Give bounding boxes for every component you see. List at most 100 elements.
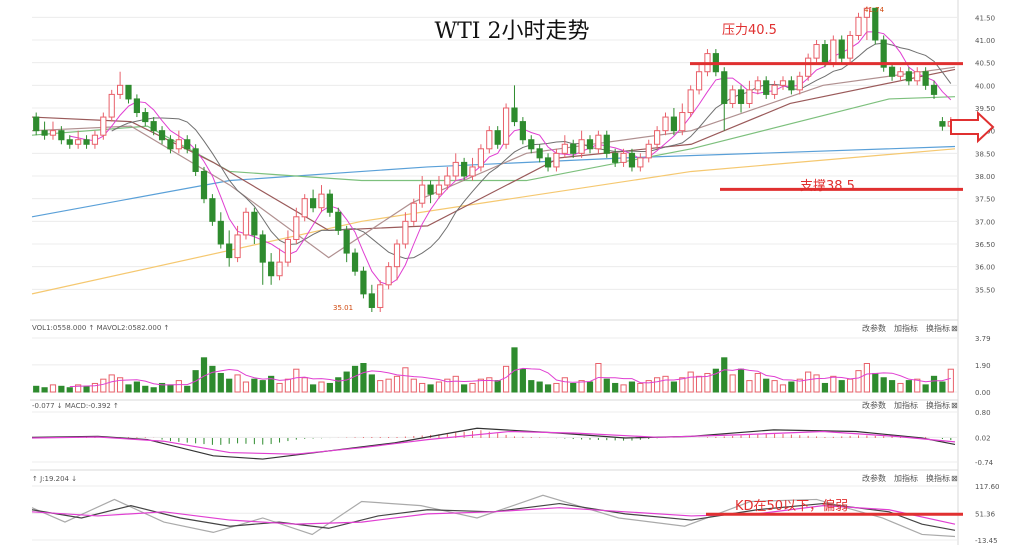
volume-bar (351, 365, 359, 393)
candle-body (888, 66, 896, 77)
volume-bar (461, 384, 468, 393)
support-label: 支撑38.5 (800, 179, 855, 194)
candle-body (922, 71, 929, 86)
switch-indicator-button[interactable]: 换指标 (926, 473, 950, 483)
candle-body (763, 80, 770, 95)
candle-body (217, 220, 224, 245)
candle-body (821, 44, 829, 64)
candle-body (654, 130, 661, 145)
volume-bar (175, 380, 182, 393)
volume-bar (645, 380, 652, 393)
volume-bar (444, 378, 451, 393)
volume-bar (746, 380, 753, 393)
macd-indicator-label: -0.077 ↓ MACD:-0.392 ↑ (32, 402, 119, 410)
candle-body (200, 170, 208, 200)
candle-body (813, 44, 820, 59)
candle-body (930, 84, 938, 95)
candle-body (150, 121, 157, 132)
volume-bar (838, 380, 845, 393)
candle-body (175, 139, 182, 150)
macd-panel: 0.80 0.02 -0.74 (31, 409, 994, 467)
volume-bar (385, 378, 392, 393)
volume-bar (897, 382, 904, 393)
volume-bar (309, 384, 317, 393)
price-tick-label: 35.50 (975, 286, 995, 294)
add-indicator-button[interactable]: 加指标 (894, 323, 918, 333)
candle-body (419, 184, 426, 204)
volume-bar (133, 381, 140, 393)
volume-ma-line (69, 367, 951, 388)
candle-body (788, 80, 795, 91)
price-tick-label: 36.50 (975, 241, 995, 249)
candle-body (91, 134, 99, 145)
candle-body (452, 161, 459, 177)
volume-bar (670, 381, 678, 393)
volume-bar (393, 375, 401, 393)
close-icon[interactable]: ⊠ (951, 474, 958, 483)
kd-note: KD在50以下，偏弱 (735, 499, 848, 514)
candle-body (620, 152, 627, 163)
volume-bar (502, 365, 510, 393)
candle-body (410, 202, 417, 222)
candle-body (805, 57, 812, 77)
panel-frames (30, 0, 959, 545)
candle-body (83, 139, 90, 145)
close-icon[interactable]: ⊠ (951, 324, 958, 333)
chart-title: WTI 2小时走势 (435, 19, 590, 44)
candle-body (377, 284, 384, 308)
candle-body (335, 211, 342, 231)
edit-params-button[interactable]: 改参数 (862, 323, 886, 333)
volume-panel: 3.79 1.90 0.00 (32, 335, 991, 397)
candle-body (729, 89, 736, 104)
candle-body (368, 293, 375, 308)
volume-bar (158, 382, 166, 393)
volume-bar (570, 382, 577, 393)
candle-body (855, 16, 862, 36)
volume-bar (284, 378, 292, 393)
candle-body (293, 216, 300, 240)
candle-body (628, 152, 636, 168)
volume-bar (679, 377, 686, 393)
add-indicator-button[interactable]: 加指标 (894, 400, 918, 410)
candle-body (771, 84, 778, 95)
ma120-line (31, 145, 956, 218)
switch-indicator-button[interactable]: 换指标 (926, 323, 950, 333)
kd-tick-label: 117.60 (975, 483, 1000, 491)
candle-body (511, 107, 518, 123)
volume-bar (259, 380, 266, 393)
volume-bar (763, 378, 770, 393)
price-tick-label: 40.50 (975, 60, 995, 68)
volume-bar (49, 384, 57, 393)
volume-bar (41, 387, 48, 393)
edit-params-button[interactable]: 改参数 (862, 473, 886, 483)
volume-bar (628, 381, 636, 393)
candle-body (343, 229, 350, 254)
candle-body (234, 234, 241, 259)
candle-body (612, 152, 619, 163)
price-tick-label: 38.00 (975, 173, 995, 181)
candle-body (393, 243, 401, 268)
volume-bar (83, 385, 90, 393)
candle-body (276, 261, 283, 277)
add-indicator-button[interactable]: 加指标 (894, 473, 918, 483)
switch-indicator-button[interactable]: 换指标 (926, 400, 950, 410)
candle-body (561, 143, 568, 154)
price-tick-label: 39.50 (975, 105, 995, 113)
kd-indicator-label: ↑ J:19.204 ↓ (32, 475, 77, 483)
candle-body (461, 161, 468, 177)
kd-tick-label: -13.45 (975, 537, 998, 545)
close-icon[interactable]: ⊠ (951, 401, 958, 410)
candle-body (142, 112, 149, 123)
edit-params-button[interactable]: 改参数 (862, 400, 886, 410)
candle-body (167, 139, 174, 150)
macd-tick-label: -0.74 (975, 459, 994, 467)
volume-bar (75, 384, 82, 393)
candle-body (402, 220, 409, 245)
volume-bar (821, 382, 829, 393)
volume-bar (905, 380, 912, 393)
volume-bar (419, 382, 426, 393)
candle-body (662, 116, 669, 132)
volume-bar (578, 380, 585, 393)
candle-body (444, 175, 451, 186)
volume-bar (469, 382, 476, 393)
